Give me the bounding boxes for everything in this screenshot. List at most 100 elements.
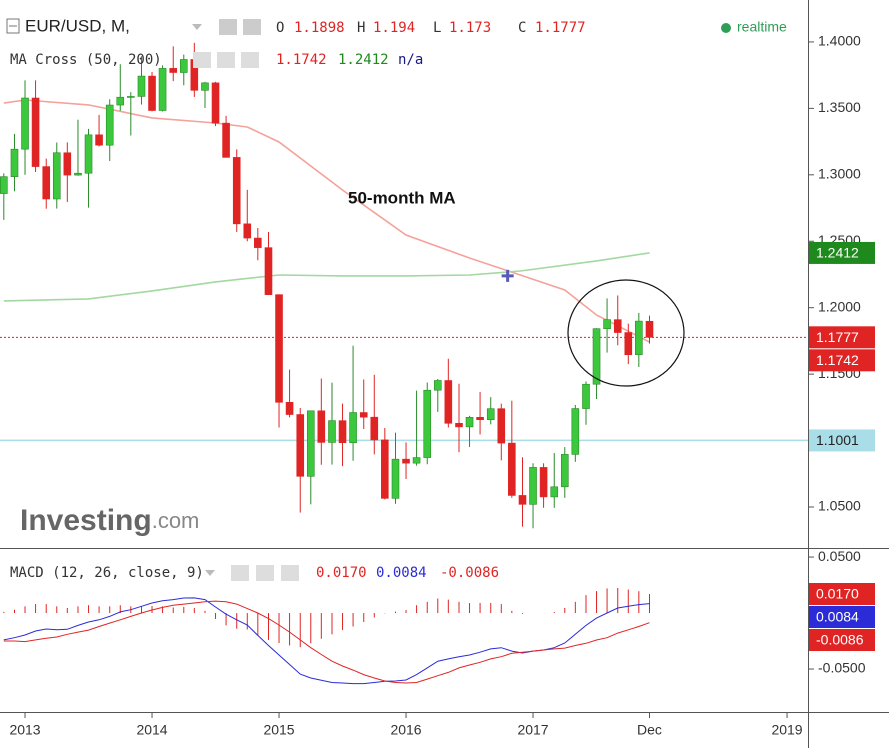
candle-body bbox=[264, 247, 273, 295]
x-tick-label: 2019 bbox=[771, 722, 802, 738]
price-badge-label: 1.1001 bbox=[816, 432, 859, 448]
candle-body bbox=[497, 408, 506, 444]
candle-body bbox=[550, 486, 559, 498]
y-tick-label: -0.0500 bbox=[818, 660, 866, 676]
candle-body bbox=[433, 380, 442, 391]
settings-icon[interactable] bbox=[217, 52, 235, 68]
candle-body bbox=[169, 68, 178, 73]
x-tick-label: 2015 bbox=[263, 722, 294, 738]
ohlc-label: H bbox=[357, 20, 365, 36]
candle-body bbox=[201, 82, 209, 91]
price-badge bbox=[809, 606, 875, 629]
candle-body bbox=[254, 237, 262, 248]
price-badge-label: -0.0086 bbox=[816, 632, 864, 648]
candle-body bbox=[645, 320, 654, 338]
candle-body bbox=[359, 412, 368, 418]
candle-body bbox=[592, 328, 601, 385]
candle-body bbox=[10, 148, 19, 177]
candle-body bbox=[127, 96, 135, 98]
candle-body bbox=[539, 467, 548, 498]
watermark: Investing.com bbox=[20, 504, 199, 537]
visibility-icon[interactable] bbox=[231, 565, 249, 581]
visibility-icon[interactable] bbox=[193, 52, 211, 68]
candle-body bbox=[508, 442, 516, 496]
candle-body bbox=[476, 417, 484, 421]
settings-icon[interactable] bbox=[243, 19, 261, 35]
candle-body bbox=[95, 134, 103, 146]
candle-body bbox=[465, 417, 474, 428]
y-tick-label: 1.0500 bbox=[818, 498, 861, 514]
candle-body bbox=[285, 401, 294, 415]
dropdown-arrow[interactable] bbox=[205, 570, 215, 576]
candle-body bbox=[381, 439, 389, 499]
candle-body bbox=[243, 223, 252, 239]
cross-marker bbox=[501, 269, 514, 282]
settings-icon[interactable] bbox=[256, 565, 274, 581]
candle-body bbox=[317, 410, 326, 443]
moving-average-line bbox=[3, 252, 650, 302]
ohlc-label: C bbox=[518, 20, 526, 36]
candle-body bbox=[222, 122, 230, 158]
remove-icon[interactable] bbox=[281, 565, 299, 581]
candle-body bbox=[52, 152, 61, 200]
signal-value: -0.0086 bbox=[440, 565, 499, 581]
candle-body bbox=[402, 458, 410, 464]
remove-icon[interactable] bbox=[241, 52, 259, 68]
price-badge bbox=[809, 326, 875, 349]
candle-body bbox=[582, 383, 590, 409]
y-tick-label: 1.3000 bbox=[818, 166, 861, 182]
watermark-brand: Investing bbox=[20, 504, 152, 537]
plot-area bbox=[0, 42, 808, 685]
x-tick-label: 2014 bbox=[136, 722, 167, 738]
candle-body bbox=[518, 495, 527, 505]
open-value: 1.1898 bbox=[294, 20, 345, 36]
candle-body bbox=[560, 454, 569, 488]
candle-body bbox=[486, 408, 495, 421]
candle-body bbox=[370, 416, 379, 441]
y-tick-label: 1.2000 bbox=[818, 298, 861, 314]
candle-body bbox=[21, 97, 29, 150]
ohlc-label: L bbox=[433, 20, 441, 36]
macd-line bbox=[3, 600, 650, 684]
candle-body bbox=[444, 380, 453, 424]
candle-body bbox=[42, 166, 51, 200]
candle-body bbox=[63, 152, 72, 176]
y-tick-label: 1.3500 bbox=[818, 99, 861, 115]
candle-body bbox=[529, 467, 537, 505]
dropdown-arrow[interactable] bbox=[192, 24, 202, 30]
candle-body bbox=[137, 75, 146, 97]
candle-body bbox=[105, 104, 114, 146]
candle-body bbox=[211, 82, 220, 124]
low-value: 1.173 bbox=[449, 20, 491, 36]
visibility-icon[interactable] bbox=[219, 19, 237, 35]
candle-body bbox=[391, 458, 400, 499]
candle-body bbox=[84, 134, 93, 174]
candle-body bbox=[613, 319, 622, 333]
price-badge-label: 1.1742 bbox=[816, 352, 859, 368]
candle-body bbox=[338, 420, 347, 443]
indicator-name: MA Cross (50, 200) bbox=[10, 52, 162, 68]
candle-body bbox=[31, 97, 40, 167]
moving-average-line bbox=[3, 99, 650, 343]
price-badge-label: 1.2412 bbox=[816, 245, 859, 261]
macd-title: MACD (12, 26, close, 9) bbox=[10, 565, 204, 581]
high-value: 1.194 bbox=[373, 20, 415, 36]
candle-body bbox=[232, 157, 241, 225]
x-tick-label: 2013 bbox=[9, 722, 40, 738]
candle-body bbox=[635, 320, 643, 356]
price-badge bbox=[809, 583, 875, 606]
candle-body bbox=[116, 96, 125, 106]
candle-body bbox=[158, 68, 167, 111]
collapse-button[interactable] bbox=[6, 18, 20, 34]
annotation: 50-month MA bbox=[348, 188, 456, 207]
highlight-ellipse bbox=[567, 279, 685, 387]
price-badge bbox=[809, 241, 875, 264]
candle-body bbox=[296, 414, 305, 477]
price-badge-label: 1.1777 bbox=[816, 329, 859, 345]
x-tick-label: 2016 bbox=[390, 722, 421, 738]
x-tick-label: Dec bbox=[637, 722, 662, 738]
cross-state: n/a bbox=[398, 52, 423, 68]
